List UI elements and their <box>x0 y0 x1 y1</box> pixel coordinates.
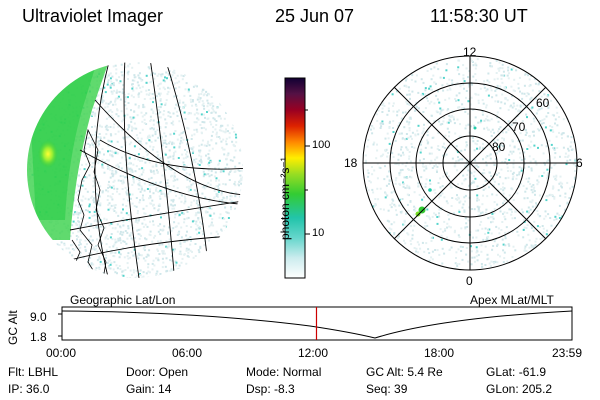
alt-ytick-1-8: 1.8 <box>30 330 47 344</box>
lat-label-80: 80 <box>492 140 506 154</box>
alt-xtick-0600: 06:00 <box>172 346 203 360</box>
polar-grid <box>362 55 578 271</box>
colorbar-label: photon cm⁻²s⁻¹ <box>278 157 292 240</box>
status-mode: Mode: Normal <box>246 365 322 379</box>
status-door: Door: Open <box>126 365 189 379</box>
colorbar-tick-100: 100 <box>312 139 331 151</box>
status-gc-alt: GC Alt: 5.4 Re <box>366 365 443 379</box>
colorbar-tick-10: 10 <box>312 227 325 239</box>
alt-ylabel: GC Alt <box>6 310 20 345</box>
status-ip: IP: 36.0 <box>8 382 50 396</box>
status-flt: Flt: LBHL <box>8 365 59 379</box>
lat-label-60: 60 <box>536 96 550 110</box>
status-gain: Gain: 14 <box>126 382 172 396</box>
mlt-label-18: 18 <box>344 156 358 170</box>
status-dsp: Dsp: -8.3 <box>246 382 295 396</box>
status-glon: GLon: 205.2 <box>486 382 553 396</box>
alt-xtick-1800: 18:00 <box>424 346 455 360</box>
date-label: 25 Jun 07 <box>275 6 355 26</box>
mlt-label-6: 6 <box>576 156 583 170</box>
colorbar <box>285 78 305 278</box>
alt-ytick-9: 9.0 <box>30 310 47 324</box>
geographic-image <box>27 62 243 278</box>
alt-xtick-2359: 23:59 <box>552 346 583 360</box>
alt-xtick-1200: 12:00 <box>298 346 329 360</box>
mlt-label-12: 12 <box>463 45 477 59</box>
polar-title: Apex MLat/MLT <box>470 293 554 307</box>
geographic-title: Geographic Lat/Lon <box>70 293 176 307</box>
status-glat: GLat: -61.9 <box>486 365 547 379</box>
lat-label-70: 70 <box>512 120 526 134</box>
instrument-title: Ultraviolet Imager <box>22 6 164 26</box>
time-label: 11:58:30 UT <box>430 6 528 26</box>
alt-xtick-0000: 00:00 <box>46 346 77 360</box>
status-seq: Seq: 39 <box>366 382 408 396</box>
mlt-label-0: 0 <box>466 274 473 288</box>
